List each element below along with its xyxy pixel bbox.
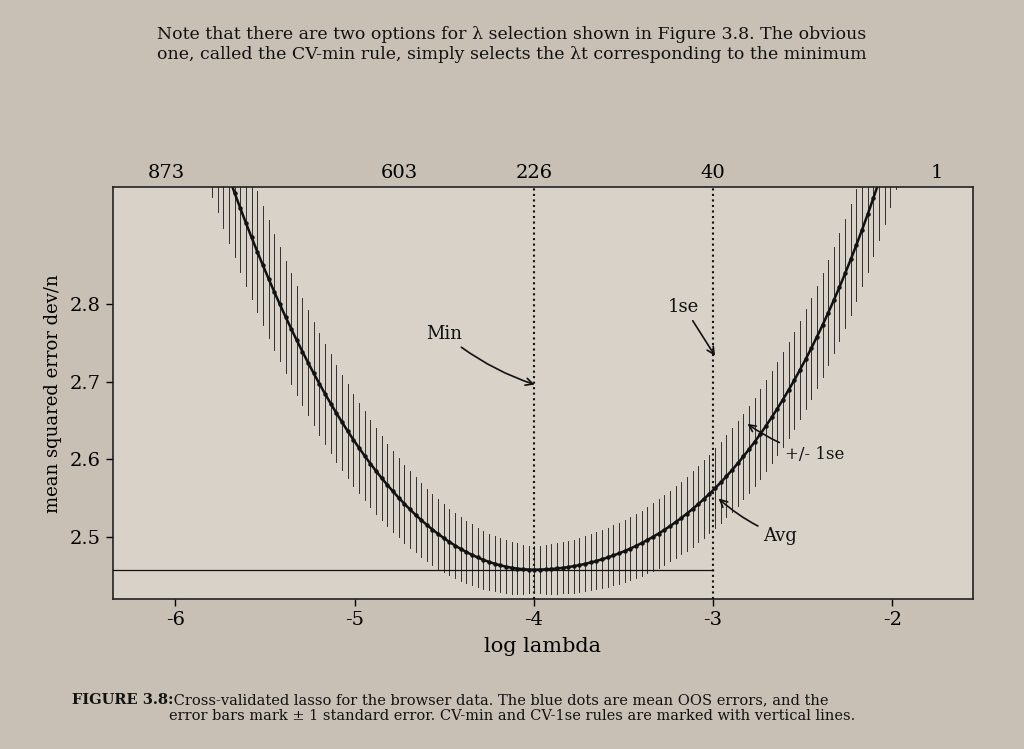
Text: FIGURE 3.8:: FIGURE 3.8: <box>72 693 173 707</box>
Text: Cross-validated lasso for the browser data. The blue dots are mean OOS errors, a: Cross-validated lasso for the browser da… <box>169 693 855 723</box>
X-axis label: log lambda: log lambda <box>484 637 601 656</box>
Text: Avg: Avg <box>720 500 797 545</box>
Text: Note that there are two options for λ selection shown in Figure 3.8. The obvious: Note that there are two options for λ se… <box>158 26 866 63</box>
Text: Min: Min <box>426 325 532 385</box>
Text: +/- 1se: +/- 1se <box>749 425 844 464</box>
Text: 1se: 1se <box>669 297 714 354</box>
Y-axis label: mean squared error dev/n: mean squared error dev/n <box>43 274 61 512</box>
